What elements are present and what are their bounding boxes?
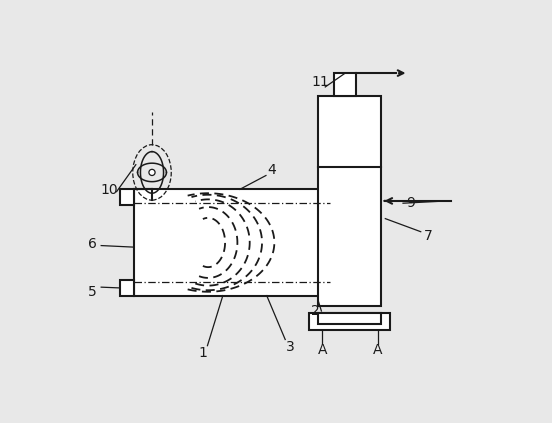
Text: 9: 9 [406, 196, 415, 210]
Text: 10: 10 [100, 183, 118, 197]
Text: 6: 6 [88, 237, 97, 251]
Text: 4: 4 [268, 163, 277, 177]
Bar [309, 313, 390, 330]
Text: 5: 5 [88, 285, 96, 299]
Bar [120, 190, 134, 205]
Text: 11: 11 [312, 75, 330, 89]
Text: A: A [373, 343, 383, 357]
Bar [319, 96, 381, 306]
Text: 2: 2 [311, 304, 320, 318]
Circle shape [149, 169, 155, 176]
Bar [319, 313, 381, 324]
Bar [134, 190, 330, 296]
Bar [335, 73, 356, 96]
Bar [120, 280, 134, 296]
Text: A: A [317, 343, 327, 357]
Text: 7: 7 [424, 229, 433, 243]
Text: 1: 1 [198, 346, 207, 360]
Text: 3: 3 [285, 340, 294, 354]
